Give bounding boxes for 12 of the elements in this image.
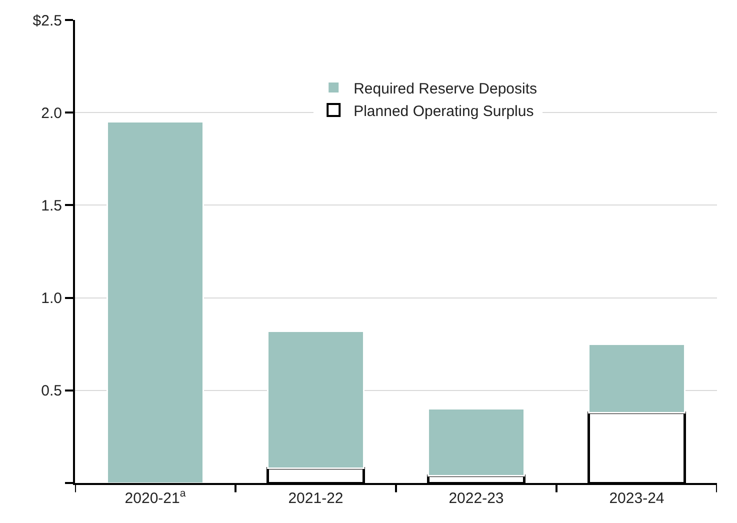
y-tick-label: 1.0 xyxy=(41,290,62,308)
y-tick-label: 0.5 xyxy=(41,382,62,400)
x-tick-label: 2023-24 xyxy=(609,490,664,507)
y-tick-label: 1.5 xyxy=(41,197,62,214)
bar xyxy=(106,121,204,483)
legend-label: Planned Operating Surplus xyxy=(354,102,534,120)
y-tick-label: 2.0 xyxy=(41,104,62,122)
x-tick-label: 2021-22 xyxy=(288,490,344,507)
x-tick-label: 2022-23 xyxy=(448,490,504,507)
legend-label: Required Reserve Deposits xyxy=(354,80,538,98)
y-tick-label: $2.5 xyxy=(32,12,62,30)
x-tick-label: 2020-21$^{a}$ xyxy=(124,488,186,507)
